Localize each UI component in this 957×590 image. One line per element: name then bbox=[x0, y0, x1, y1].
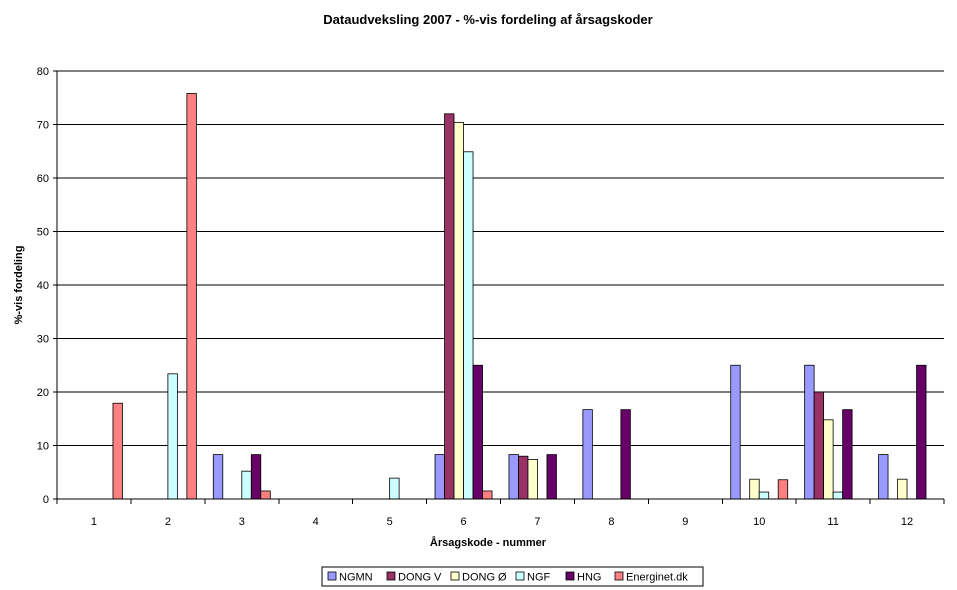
x-axis-label: Årsagskode - nummer bbox=[430, 536, 547, 549]
x-tick-label: 3 bbox=[239, 516, 245, 528]
gridlines bbox=[57, 70, 944, 446]
legend-label: DONG Ø bbox=[462, 572, 507, 584]
bar-ngmn-cat-3 bbox=[212, 454, 224, 500]
y-tick-label: 60 bbox=[37, 173, 49, 185]
legend-item: HNG bbox=[565, 571, 601, 584]
bar-hng-cat-7 bbox=[546, 454, 557, 500]
x-tick-label: 6 bbox=[460, 516, 466, 528]
legend-label: DONG V bbox=[398, 572, 442, 584]
bar-energinet-dk-cat-2 bbox=[186, 93, 197, 500]
bar-ngmn-cat-6 bbox=[434, 454, 445, 500]
y-tick-label: 20 bbox=[37, 387, 49, 399]
legend-item: NGF bbox=[515, 571, 551, 584]
x-tick-label: 1 bbox=[91, 516, 97, 528]
legend-swatch bbox=[565, 571, 575, 581]
legend-label: HNG bbox=[577, 572, 601, 584]
bar-hng-cat-11 bbox=[842, 409, 853, 500]
y-tick-label: 40 bbox=[37, 280, 49, 292]
bar-ngmn-cat-7 bbox=[508, 454, 519, 500]
x-tick-label: 10 bbox=[753, 516, 765, 528]
bars bbox=[112, 93, 927, 500]
bar-ngmn-cat-11 bbox=[804, 364, 815, 500]
x-tick-label: 9 bbox=[682, 516, 688, 528]
x-tick-label: 7 bbox=[534, 516, 540, 528]
legend-swatch bbox=[614, 571, 624, 581]
y-tick-label: 30 bbox=[37, 334, 49, 346]
legend-label: Energinet.dk bbox=[626, 572, 688, 584]
y-axis-label: %-vis fordeling bbox=[13, 246, 25, 325]
bar-ngf-cat-6 bbox=[463, 151, 474, 500]
y-tick-labels: 0 10 20 30 40 50 60 70 80 bbox=[37, 66, 49, 506]
bar-energinet-dk-cat-1 bbox=[112, 402, 123, 500]
bar-dong--cat-7 bbox=[527, 459, 538, 500]
bar-dong--cat-12 bbox=[897, 478, 908, 500]
chart-title: Dataudveksling 2007 - %-vis fordeling af… bbox=[323, 12, 652, 27]
bar-hng-cat-12 bbox=[916, 364, 927, 500]
bar-ngf-cat-2 bbox=[167, 373, 178, 500]
legend-swatch bbox=[386, 571, 396, 581]
bar-dong--cat-10 bbox=[749, 478, 760, 500]
bar-hng-cat-6 bbox=[472, 364, 483, 500]
legend-swatch bbox=[450, 571, 460, 581]
y-tick-label: 70 bbox=[37, 120, 49, 132]
x-tick-label: 5 bbox=[387, 516, 393, 528]
bar-hng-cat-3 bbox=[250, 454, 262, 500]
x-tick-label: 12 bbox=[901, 516, 913, 528]
bar-ngf-cat-5 bbox=[389, 477, 400, 500]
y-tick-label: 10 bbox=[37, 441, 49, 453]
y-tick-label: 0 bbox=[43, 494, 49, 506]
x-tick-label: 2 bbox=[165, 516, 171, 528]
bar-ngf-cat-11 bbox=[832, 491, 844, 500]
bar-ngf-cat-10 bbox=[758, 491, 770, 500]
x-tick-labels: 1 2 3 4 5 6 7 8 9 10 11 12 bbox=[91, 516, 913, 528]
legend-label: NGF bbox=[527, 572, 551, 584]
x-tick-label: 11 bbox=[827, 516, 838, 528]
legend-box bbox=[321, 566, 704, 587]
bar-ngmn-cat-12 bbox=[878, 454, 889, 500]
x-tick-label: 4 bbox=[313, 516, 319, 528]
bar-energinet-dk-cat-3 bbox=[260, 490, 271, 500]
legend: NGMN DONG V DONG Ø NGF HNG Energinet.dk bbox=[321, 566, 704, 587]
bar-energinet-dk-cat-10 bbox=[777, 479, 789, 500]
axes bbox=[53, 70, 945, 504]
legend-swatch bbox=[327, 571, 337, 581]
bar-energinet-dk-cat-6 bbox=[482, 490, 493, 500]
bar-dong-v-cat-6 bbox=[444, 113, 455, 500]
bar-ngmn-cat-8 bbox=[582, 409, 593, 500]
bar-hng-cat-8 bbox=[620, 409, 631, 500]
x-tick-label: 8 bbox=[608, 516, 614, 528]
bar-dong-v-cat-7 bbox=[518, 455, 529, 500]
bar-dong--cat-11 bbox=[823, 419, 834, 500]
legend-swatch bbox=[515, 571, 525, 581]
legend-label: NGMN bbox=[339, 572, 373, 584]
y-tick-label: 50 bbox=[37, 227, 49, 239]
legend-item: Energinet.dk bbox=[614, 571, 688, 584]
legend-item: NGMN bbox=[327, 571, 373, 584]
bar-dong-v-cat-11 bbox=[813, 391, 825, 500]
legend-item: DONG V bbox=[386, 571, 442, 584]
bar-ngf-cat-3 bbox=[241, 470, 252, 500]
legend-item: DONG Ø bbox=[450, 571, 507, 584]
bar-ngmn-cat-10 bbox=[730, 364, 741, 500]
y-tick-label: 80 bbox=[37, 66, 49, 78]
bar-dong--cat-6 bbox=[453, 121, 464, 500]
